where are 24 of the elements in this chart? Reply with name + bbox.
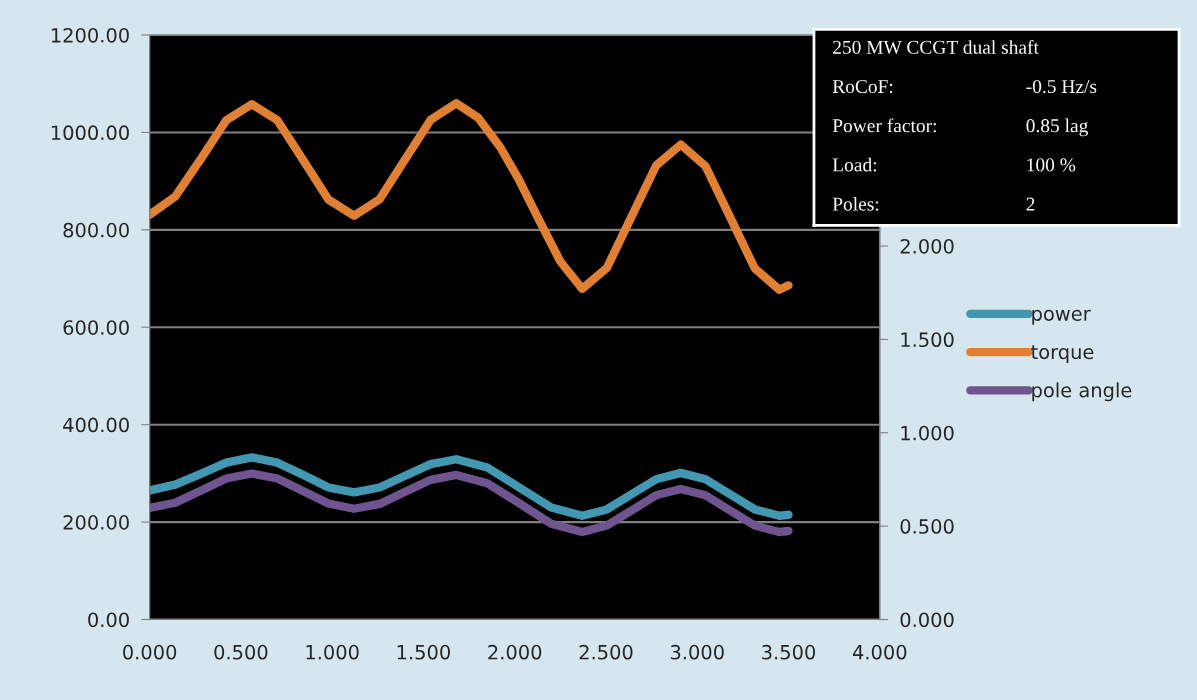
x-tick-label: 3.000 xyxy=(670,644,724,660)
y-tick-label: 400.00 xyxy=(63,417,129,433)
y-tick-label: 1000.00 xyxy=(51,125,129,141)
x-tick-label: 3.500 xyxy=(762,644,816,660)
y-tick-label: 0.00 xyxy=(88,612,129,628)
y2-tick-label: 0.000 xyxy=(900,612,954,628)
x-tick-label: 1.000 xyxy=(306,644,359,660)
y-tick-label: 600.00 xyxy=(63,320,129,335)
x-tick-label: 2.500 xyxy=(579,644,633,660)
y2-tick-label: 2.000 xyxy=(900,238,954,254)
y-tick-label: 1200.00 xyxy=(51,27,129,43)
x-tick-label: 1.500 xyxy=(397,644,450,660)
y-tick-label: 200.00 xyxy=(63,515,129,530)
y2-tick-label: 1.500 xyxy=(901,332,954,348)
y2-tick-label: 1.000 xyxy=(901,425,954,441)
y-tick-label: 800.00 xyxy=(63,222,129,238)
legend-label: pole angle xyxy=(1032,382,1132,402)
legend-label: torque xyxy=(1031,345,1094,363)
x-tick-label: 2.000 xyxy=(488,644,542,660)
x-tick-label: 0.500 xyxy=(214,644,268,660)
x-tick-label: 0.000 xyxy=(123,644,177,660)
legend-label: power xyxy=(1032,309,1091,325)
x-tick-label: 4.000 xyxy=(852,644,907,660)
y2-tick-label: 0.500 xyxy=(900,519,954,534)
